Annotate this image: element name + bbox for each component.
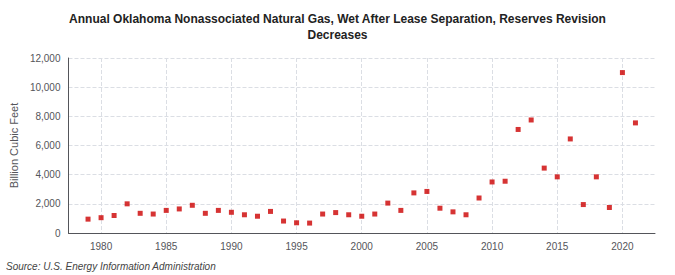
- svg-text:8,000: 8,000: [35, 111, 60, 122]
- svg-text:Billion Cubic Feet: Billion Cubic Feet: [8, 103, 20, 189]
- svg-text:6,000: 6,000: [35, 140, 60, 151]
- svg-text:Decreases: Decreases: [307, 28, 367, 42]
- svg-text:Annual Oklahoma Nonassociated: Annual Oklahoma Nonassociated Natural Ga…: [69, 12, 606, 26]
- svg-text:Source: U.S. Energy Informatio: Source: U.S. Energy Information Administ…: [6, 261, 216, 272]
- svg-text:2010: 2010: [481, 241, 504, 252]
- svg-text:2000: 2000: [351, 241, 374, 252]
- svg-text:12,000: 12,000: [30, 53, 61, 64]
- svg-text:0: 0: [55, 228, 61, 239]
- svg-text:2,000: 2,000: [35, 198, 60, 209]
- svg-text:2020: 2020: [611, 241, 634, 252]
- svg-text:10,000: 10,000: [30, 82, 61, 93]
- svg-text:2005: 2005: [416, 241, 439, 252]
- svg-text:4,000: 4,000: [35, 169, 60, 180]
- svg-text:1985: 1985: [155, 241, 178, 252]
- svg-text:2015: 2015: [546, 241, 569, 252]
- svg-text:1990: 1990: [220, 241, 243, 252]
- svg-text:1980: 1980: [90, 241, 113, 252]
- svg-text:1995: 1995: [285, 241, 308, 252]
